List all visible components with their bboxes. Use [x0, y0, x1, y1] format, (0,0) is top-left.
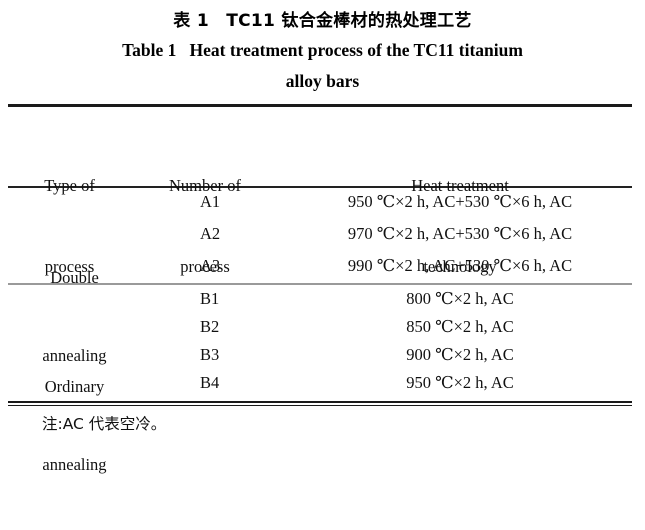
- table-row-number-b2: B2: [200, 317, 220, 336]
- column-header-tech-line2: technology: [423, 257, 497, 276]
- table-header-rule: [8, 186, 632, 188]
- table-footnote: 注:AC 代表空冷。: [42, 415, 167, 433]
- table-row-number-b4: B4: [200, 373, 220, 392]
- table-row-technology-b2: 850 ℃×2 h, AC: [406, 317, 514, 336]
- table-row-technology-b4: 950 ℃×2 h, AC: [406, 373, 514, 392]
- table-top-rule: [8, 104, 632, 107]
- group-label-ordinary-line1: Ordinary: [44, 377, 105, 396]
- table-figure-page: 表 1 TC11 钛合金棒材的热处理工艺 Table 1 Heat treatm…: [8, 11, 632, 474]
- table-row-number-a2: A2: [200, 224, 221, 243]
- group-label-double-annealing: Double annealing: [12, 213, 137, 421]
- column-header-type-of-process: Type of process: [12, 118, 127, 334]
- table-row-technology-a2: 970 ℃×2 h, AC+530 ℃×6 h, AC: [347, 224, 573, 243]
- table-title-english-line1: Table 1 Heat treatment process of the TC…: [122, 40, 523, 60]
- group-label-double-line2: annealing: [42, 346, 107, 365]
- table-row-technology-b1: 800 ℃×2 h, AC: [406, 289, 514, 308]
- column-header-tech-line1: Heat treatment: [411, 176, 509, 195]
- column-header-number-line2: process: [180, 257, 230, 276]
- column-header-type-line2: process: [44, 257, 95, 276]
- table-title-chinese: 表 1 TC11 钛合金棒材的热处理工艺: [173, 11, 472, 31]
- table-row-technology-b3: 900 ℃×2 h, AC: [406, 345, 514, 364]
- group-label-ordinary-line2: annealing: [42, 455, 107, 474]
- group-label-double-line1: Double: [50, 268, 99, 287]
- table-bottom-rule-outer: [8, 401, 632, 404]
- table-row-technology-a1: 950 ℃×2 h, AC+530 ℃×6 h, AC: [347, 192, 573, 211]
- table-group-divider-rule: [8, 283, 632, 285]
- table-row-number-b1: B1: [200, 289, 220, 308]
- column-header-heat-treatment-technology: Heat treatment technology: [300, 118, 620, 334]
- column-header-number-line1: Number of: [169, 176, 241, 195]
- column-header-type-line1: Type of: [44, 176, 95, 195]
- table-bottom-rule-inner: [8, 405, 632, 407]
- table-row-technology-a3: 990 ℃×2 h, AC+530 ℃×6 h, AC: [347, 256, 573, 275]
- table-title-english-line2: alloy bars: [285, 71, 360, 91]
- table-row-number-b3: B3: [200, 345, 220, 364]
- table-row-number-a1: A1: [200, 192, 221, 211]
- table-row-number-a3: A3: [200, 256, 221, 275]
- column-header-number-of-process: Number of process: [140, 118, 270, 334]
